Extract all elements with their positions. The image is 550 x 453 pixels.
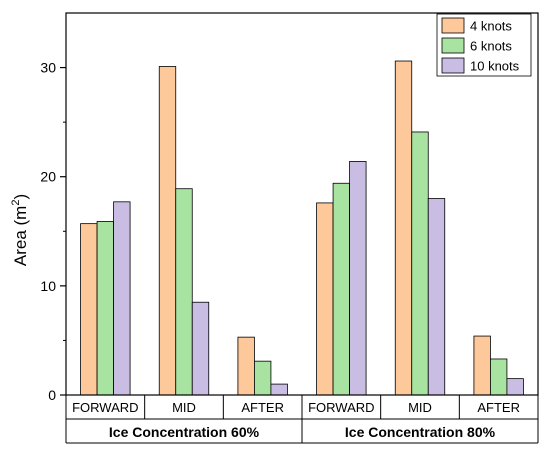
category-label: MID [172, 400, 196, 415]
bar-after-4-knots-group2 [473, 335, 491, 396]
bar-forward-10-knots-group2 [349, 161, 367, 396]
bar-mid-6-knots-group1 [175, 188, 193, 396]
y-axis-title: Area (m2) [10, 194, 30, 266]
bars-layer [80, 60, 524, 396]
bar-mid-4-knots-group1 [158, 66, 177, 396]
bar-forward-4-knots-group1 [80, 223, 98, 396]
legend: 4 knots 6 knots 10 knots [436, 13, 532, 77]
y-tick-label: 30 [40, 60, 56, 76]
legend-label: 6 knots [470, 39, 512, 54]
bar-forward-4-knots-group2 [316, 202, 334, 396]
category-label: FORWARD [72, 400, 138, 415]
group-label: Ice Concentration 80% [345, 424, 496, 440]
bar-after-10-knots-group1 [270, 383, 288, 396]
bar-mid-4-knots-group2 [394, 60, 413, 396]
category-label: FORWARD [308, 400, 374, 415]
bar-forward-6-knots-group2 [332, 182, 350, 396]
bar-mid-10-knots-group2 [427, 198, 446, 396]
y-tick-label: 10 [40, 278, 56, 294]
legend-label: 4 knots [470, 19, 512, 34]
group-label: Ice Concentration 60% [109, 424, 260, 440]
bar-after-6-knots-group2 [490, 358, 508, 396]
y-tick-label: 0 [48, 387, 56, 403]
legend-swatch-6-knots [441, 37, 465, 54]
bar-forward-10-knots-group1 [113, 201, 131, 396]
legend-label: 10 knots [470, 59, 520, 74]
labels-layer: FORWARD MID AFTER FORWARD MID AFTER 0 10 20 30 Ice… [40, 60, 520, 440]
bar-after-10-knots-group2 [506, 378, 524, 396]
bar-after-4-knots-group1 [237, 336, 255, 396]
y-tick-label: 20 [40, 169, 56, 185]
category-label: AFTER [477, 400, 520, 415]
category-label: MID [408, 400, 432, 415]
bar-forward-6-knots-group1 [96, 221, 114, 396]
axes-layer [60, 12, 539, 444]
category-label: AFTER [241, 400, 284, 415]
legend-swatch-4-knots [441, 17, 465, 34]
bar-after-6-knots-group1 [254, 360, 272, 396]
legend-swatch-10-knots [441, 57, 465, 74]
bar-mid-10-knots-group1 [191, 301, 210, 396]
bar-mid-6-knots-group2 [411, 131, 429, 396]
